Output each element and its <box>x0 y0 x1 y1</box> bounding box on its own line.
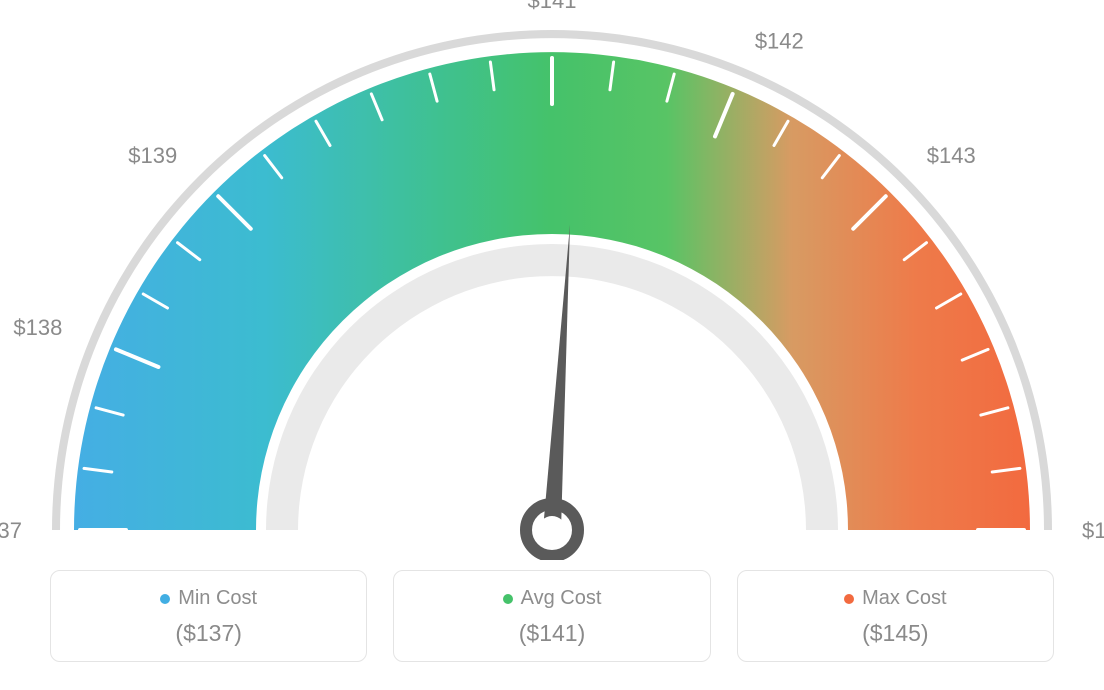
gauge-tick-label: $143 <box>927 143 976 168</box>
gauge-tick-label: $138 <box>13 315 62 340</box>
gauge-tick-label: $141 <box>528 0 577 13</box>
dot-icon <box>844 594 854 604</box>
dot-icon <box>503 594 513 604</box>
gauge-svg: $137 $138 $139 $141 $142 $143 $145 <box>0 0 1104 560</box>
legend-card-avg: Avg Cost ($141) <box>393 570 710 662</box>
chart-root: $137 $138 $139 $141 $142 $143 $145 Min Cost ($… <box>0 0 1104 690</box>
legend-label: Max Cost <box>862 587 946 610</box>
gauge-tick-label: $142 <box>755 28 804 53</box>
legend-card-max: Max Cost ($145) <box>737 570 1054 662</box>
legend-value-max: ($145) <box>748 620 1043 647</box>
legend-title-max: Max Cost <box>844 587 946 610</box>
gauge-tick-label: $139 <box>128 143 177 168</box>
legend-card-min: Min Cost ($137) <box>50 570 367 662</box>
legend-title-min: Min Cost <box>160 587 257 610</box>
legend-label: Min Cost <box>178 587 257 610</box>
legend-value-avg: ($141) <box>404 620 699 647</box>
gauge: $137 $138 $139 $141 $142 $143 $145 <box>0 0 1104 560</box>
legend-row: Min Cost ($137) Avg Cost ($141) Max Cost… <box>50 570 1054 662</box>
gauge-needle-hub-inner <box>538 516 566 544</box>
gauge-tick-label: $137 <box>0 518 22 543</box>
dot-icon <box>160 594 170 604</box>
legend-label: Avg Cost <box>521 587 602 610</box>
gauge-tick-label: $145 <box>1082 518 1104 543</box>
legend-value-min: ($137) <box>61 620 356 647</box>
legend-title-avg: Avg Cost <box>503 587 602 610</box>
